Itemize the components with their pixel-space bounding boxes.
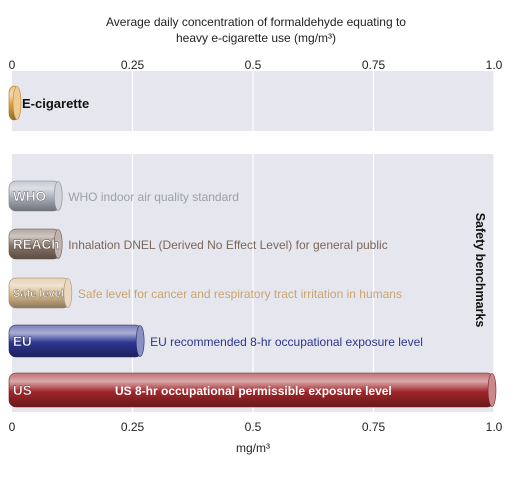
bar-label: WHO — [13, 189, 46, 204]
bar-label: EU — [13, 334, 32, 349]
bar-end-cap — [12, 86, 22, 120]
bar-description: Inhalation DNEL (Derived No Effect Level… — [68, 238, 388, 252]
x-axis-label: mg/m³ — [236, 441, 270, 455]
bar-end-cap — [135, 325, 145, 357]
x-tick-label-top: 0.25 — [121, 58, 145, 72]
bar-end-cap — [53, 181, 63, 211]
chart-title-line1: Average daily concentration of formaldeh… — [106, 15, 406, 29]
x-tick-label-top: 0.5 — [245, 58, 262, 72]
bar-description: EU recommended 8-hr occupational exposur… — [150, 335, 423, 349]
bar-label: US — [13, 383, 32, 398]
bar-end-cap — [63, 278, 73, 308]
bar-description: WHO indoor air quality standard — [68, 190, 239, 204]
x-tick-label-bottom: 0.25 — [121, 420, 145, 434]
chart-title: Average daily concentration of formaldeh… — [0, 14, 512, 46]
x-tick-label-bottom: 0.75 — [362, 420, 386, 434]
x-tick-label-top: 0 — [9, 58, 16, 72]
chart-title-line2: heavy e-cigarette use (mg/m³) — [175, 31, 337, 45]
bar-end-cap — [487, 373, 497, 407]
x-tick-label-bottom: 0 — [9, 420, 16, 434]
bar-label: E-cigarette — [22, 96, 89, 111]
bar-end-cap — [53, 229, 63, 259]
x-tick-label-bottom: 0.5 — [245, 420, 262, 434]
bar-label: Safe level — [13, 288, 64, 300]
safety-benchmarks-label: Safety benchmarks — [473, 213, 487, 328]
x-tick-label-top: 0.75 — [362, 58, 386, 72]
bar-label: REACh — [13, 237, 60, 252]
bar-description: Safe level for cancer and respiratory tr… — [78, 287, 402, 301]
x-tick-label-top: 1.0 — [486, 58, 503, 72]
bar-description: US 8-hr occupational permissible exposur… — [115, 384, 392, 398]
x-tick-label-bottom: 1.0 — [486, 420, 503, 434]
